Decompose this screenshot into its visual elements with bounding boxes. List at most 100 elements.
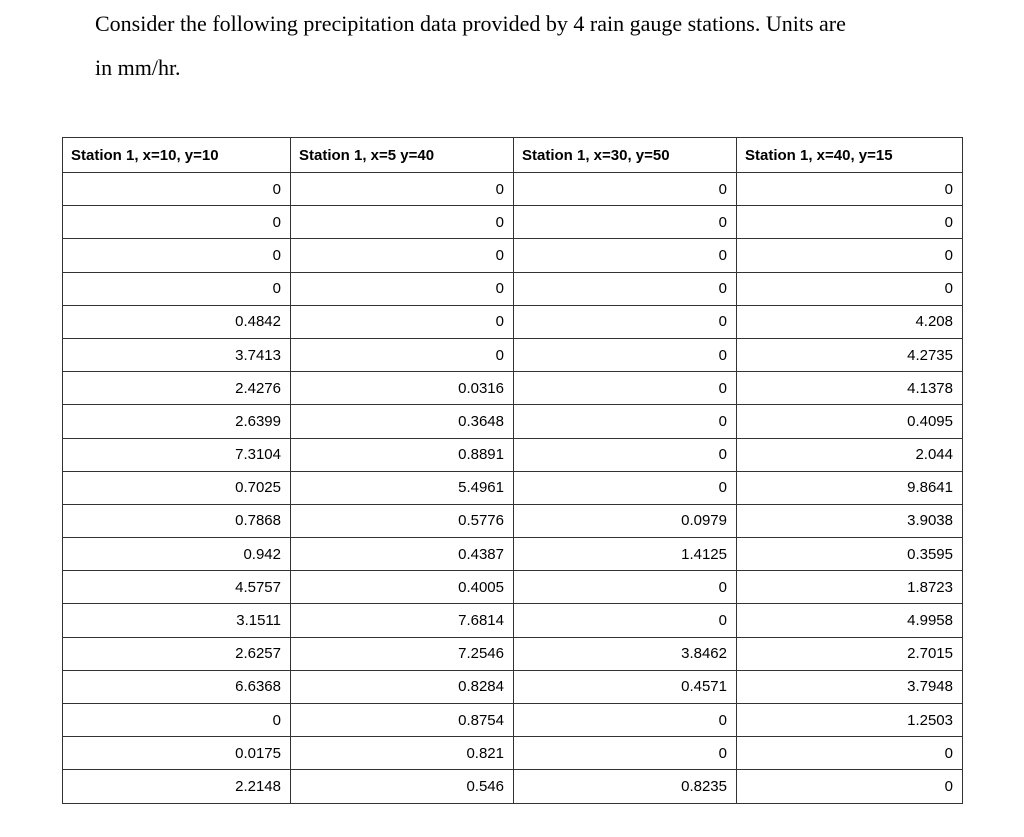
table-cell: 0: [62, 702, 291, 738]
table-cell: 0: [513, 603, 737, 638]
table-cell: 4.5757: [62, 570, 291, 605]
table-cell: 4.208: [736, 304, 963, 339]
table-cell: 0.7868: [62, 503, 291, 539]
table-cell: 0.3595: [736, 537, 963, 572]
table-cell: 0.0316: [290, 371, 514, 406]
table-cell: 0: [290, 304, 514, 339]
table-cell: 0.4842: [62, 304, 291, 339]
table-header-row: Station 1, x=10, y=10 Station 1, x=5 y=40…: [62, 137, 963, 173]
table-cell: 2.7015: [736, 636, 963, 671]
table-row: 2.4276 0.0316 0 4.1378: [62, 371, 963, 406]
table-row: 0.7025 5.4961 0 9.8641: [62, 470, 963, 505]
table-cell: 7.6814: [290, 603, 514, 638]
table-cell: 0: [62, 238, 291, 273]
table-cell: 6.6368: [62, 669, 291, 705]
table-cell: 0.7025: [62, 470, 291, 505]
table-cell: 0: [290, 337, 514, 373]
table-cell: 2.044: [736, 437, 963, 472]
table-cell: 2.4276: [62, 371, 291, 406]
table-cell: 0: [513, 171, 737, 207]
table-cell: 0: [290, 271, 514, 306]
table-cell: 0.4571: [513, 669, 737, 705]
table-row: 2.6399 0.3648 0 0.4095: [62, 404, 963, 439]
intro-line-1: Consider the following precipitation dat…: [95, 11, 846, 36]
table-cell: 9.8641: [736, 470, 963, 505]
table-cell: 5.4961: [290, 470, 514, 505]
table-cell: 1.8723: [736, 570, 963, 605]
table-cell: 0.8754: [290, 702, 514, 738]
table-cell: 2.2148: [62, 769, 291, 804]
table-cell: 0: [736, 238, 963, 273]
table-row: 6.6368 0.8284 0.4571 3.7948: [62, 669, 963, 705]
table-cell: 0.8891: [290, 437, 514, 472]
table-cell: 3.7413: [62, 337, 291, 373]
table-cell: 0.5776: [290, 503, 514, 539]
table-cell: 0.546: [290, 769, 514, 804]
table-cell: 0: [513, 205, 737, 240]
table-row: 0.942 0.4387 1.4125 0.3595: [62, 537, 963, 572]
table-row: 4.5757 0.4005 0 1.8723: [62, 570, 963, 605]
table-cell: 0: [736, 736, 963, 771]
table-cell: 3.8462: [513, 636, 737, 671]
table-cell: 3.7948: [736, 669, 963, 705]
table-cell: 0: [513, 470, 737, 505]
table-cell: 3.1511: [62, 603, 291, 638]
table-cell: 0.4005: [290, 570, 514, 605]
table-row: 0.4842 0 0 4.208: [62, 304, 963, 339]
precipitation-table: Station 1, x=10, y=10 Station 1, x=5 y=40…: [62, 137, 963, 804]
table-cell: 0: [513, 570, 737, 605]
table-cell: 0.4387: [290, 537, 514, 572]
table-cell: 4.2735: [736, 337, 963, 373]
table-cell: 0.0979: [513, 503, 737, 539]
table-row: 3.7413 0 0 4.2735: [62, 337, 963, 373]
table-cell: 0: [62, 171, 291, 207]
table-cell: 0: [513, 404, 737, 439]
column-header: Station 1, x=40, y=15: [736, 137, 963, 173]
intro-paragraph: Consider the following precipitation dat…: [95, 2, 975, 89]
table-row: 0 0.8754 0 1.2503: [62, 702, 963, 738]
column-header: Station 1, x=10, y=10: [62, 137, 291, 173]
table-cell: 0.3648: [290, 404, 514, 439]
table-cell: 0: [736, 171, 963, 207]
table-cell: 0.821: [290, 736, 514, 771]
table-row: 7.3104 0.8891 0 2.044: [62, 437, 963, 472]
table-cell: 0: [290, 171, 514, 207]
table-cell: 0: [290, 205, 514, 240]
intro-line-2: in mm/hr.: [95, 54, 181, 80]
table-cell: 4.9958: [736, 603, 963, 638]
table-cell: 0: [736, 769, 963, 804]
table-cell: 3.9038: [736, 503, 963, 539]
table-cell: 0: [290, 238, 514, 273]
table-cell: 0: [513, 238, 737, 273]
table-cell: 0: [513, 271, 737, 306]
table-cell: 0: [62, 205, 291, 240]
table-row: 0.0175 0.821 0 0: [62, 736, 963, 771]
table-cell: 0: [513, 702, 737, 738]
table-cell: 7.2546: [290, 636, 514, 671]
table-cell: 0.0175: [62, 736, 291, 771]
table-row: 2.6257 7.2546 3.8462 2.7015: [62, 636, 963, 671]
table-row: 3.1511 7.6814 0 4.9958: [62, 603, 963, 638]
table-cell: 0: [62, 271, 291, 306]
table-cell: 2.6399: [62, 404, 291, 439]
table-cell: 0: [736, 205, 963, 240]
column-header: Station 1, x=5 y=40: [290, 137, 514, 173]
table-cell: 1.4125: [513, 537, 737, 572]
table-row: 0.7868 0.5776 0.0979 3.9038: [62, 503, 963, 539]
table-cell: 0: [513, 437, 737, 472]
table-cell: 4.1378: [736, 371, 963, 406]
table-cell: 0: [513, 337, 737, 373]
table-cell: 0.8235: [513, 769, 737, 804]
table-cell: 7.3104: [62, 437, 291, 472]
table-cell: 0: [736, 271, 963, 306]
table-cell: 1.2503: [736, 702, 963, 738]
table-cell: 0.4095: [736, 404, 963, 439]
column-header: Station 1, x=30, y=50: [513, 137, 737, 173]
table-cell: 0: [513, 371, 737, 406]
table-cell: 2.6257: [62, 636, 291, 671]
table-body: 0 0 0 0 0 0 0 0 0 0 0 0 0 0 0 0 0.4842 0 0 4.208 3.7413 0 0 4.2…: [62, 171, 963, 804]
